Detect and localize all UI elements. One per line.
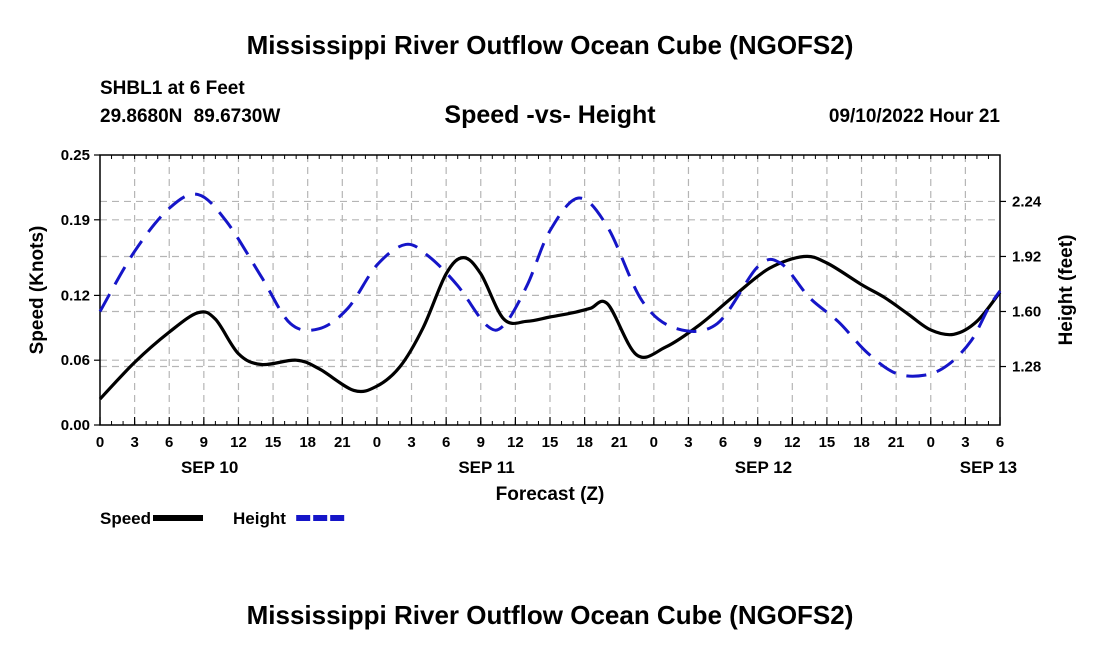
x-date-label: SEP 13 [960,458,1017,477]
chart-svg: 0 3 6 9 12 15 18 21 0 3 6 9 12 15 18 21 0 3 6 9 12 15 18 21 0 3 6S… [27,147,1077,528]
x-tick-label: 9 [477,434,485,451]
y2-tick-label: 1.92 [1012,248,1041,265]
series-line-speed [98,254,1002,401]
y-tick-label: 0.19 [61,212,90,229]
footer-title: Mississippi River Outflow Ocean Cube (NG… [246,600,854,630]
x-tick-label: 18 [299,434,316,451]
x-tick-label: 0 [650,434,658,451]
x-tick-label: 0 [373,434,381,451]
x-tick-label: 15 [819,434,836,451]
y2-axis-title: Height (feet) [1056,235,1077,346]
station-label: SHBL1 at 6 Feet [100,78,245,99]
x-date-label: SEP 12 [735,458,792,477]
coordinates-label: 29.8680N 89.6730W [100,106,281,127]
y-tick-label: 0.00 [61,417,90,434]
x-tick-label: 18 [853,434,870,451]
series-line-height [98,192,1002,378]
x-tick-label: 0 [96,434,104,451]
legend-label-speed: Speed [100,509,151,528]
x-tick-label: 9 [200,434,208,451]
x-tick-label: 21 [611,434,628,451]
x-date-label: SEP 11 [458,458,514,477]
x-tick-label: 21 [334,434,351,451]
x-tick-label: 6 [719,434,727,451]
x-tick-label: 3 [961,434,969,451]
x-tick-label: 0 [927,434,935,451]
y-tick-label: 0.25 [61,147,90,164]
y-axis-title: Speed (Knots) [27,226,48,355]
x-tick-label: 12 [784,434,801,451]
datetime-label: 09/10/2022 Hour 21 [828,106,1000,127]
x-tick-label: 12 [507,434,524,451]
x-axis-title: Forecast (Z) [496,484,605,505]
x-tick-label: 12 [230,434,247,451]
y2-tick-label: 1.28 [1012,359,1041,376]
x-tick-label: 21 [888,434,905,451]
y-tick-label: 0.12 [61,287,90,304]
y2-tick-label: 2.24 [1012,193,1042,210]
y2-tick-label: 1.60 [1012,303,1041,320]
x-tick-label: 9 [754,434,762,451]
x-tick-label: 6 [442,434,450,451]
x-tick-label: 3 [130,434,138,451]
x-tick-label: 18 [576,434,593,451]
x-tick-label: 15 [542,434,559,451]
y-tick-label: 0.06 [61,352,90,369]
chart-main-title: Mississippi River Outflow Ocean Cube (NG… [246,30,854,60]
x-tick-label: 15 [265,434,282,451]
x-tick-label: 6 [165,434,173,451]
legend-label-height: Height [233,509,286,528]
x-tick-label: 3 [407,434,415,451]
chart-subtitle: Speed -vs- Height [444,101,656,129]
x-tick-label: 6 [996,434,1004,451]
x-date-label: SEP 10 [181,458,238,477]
x-tick-label: 3 [684,434,692,451]
